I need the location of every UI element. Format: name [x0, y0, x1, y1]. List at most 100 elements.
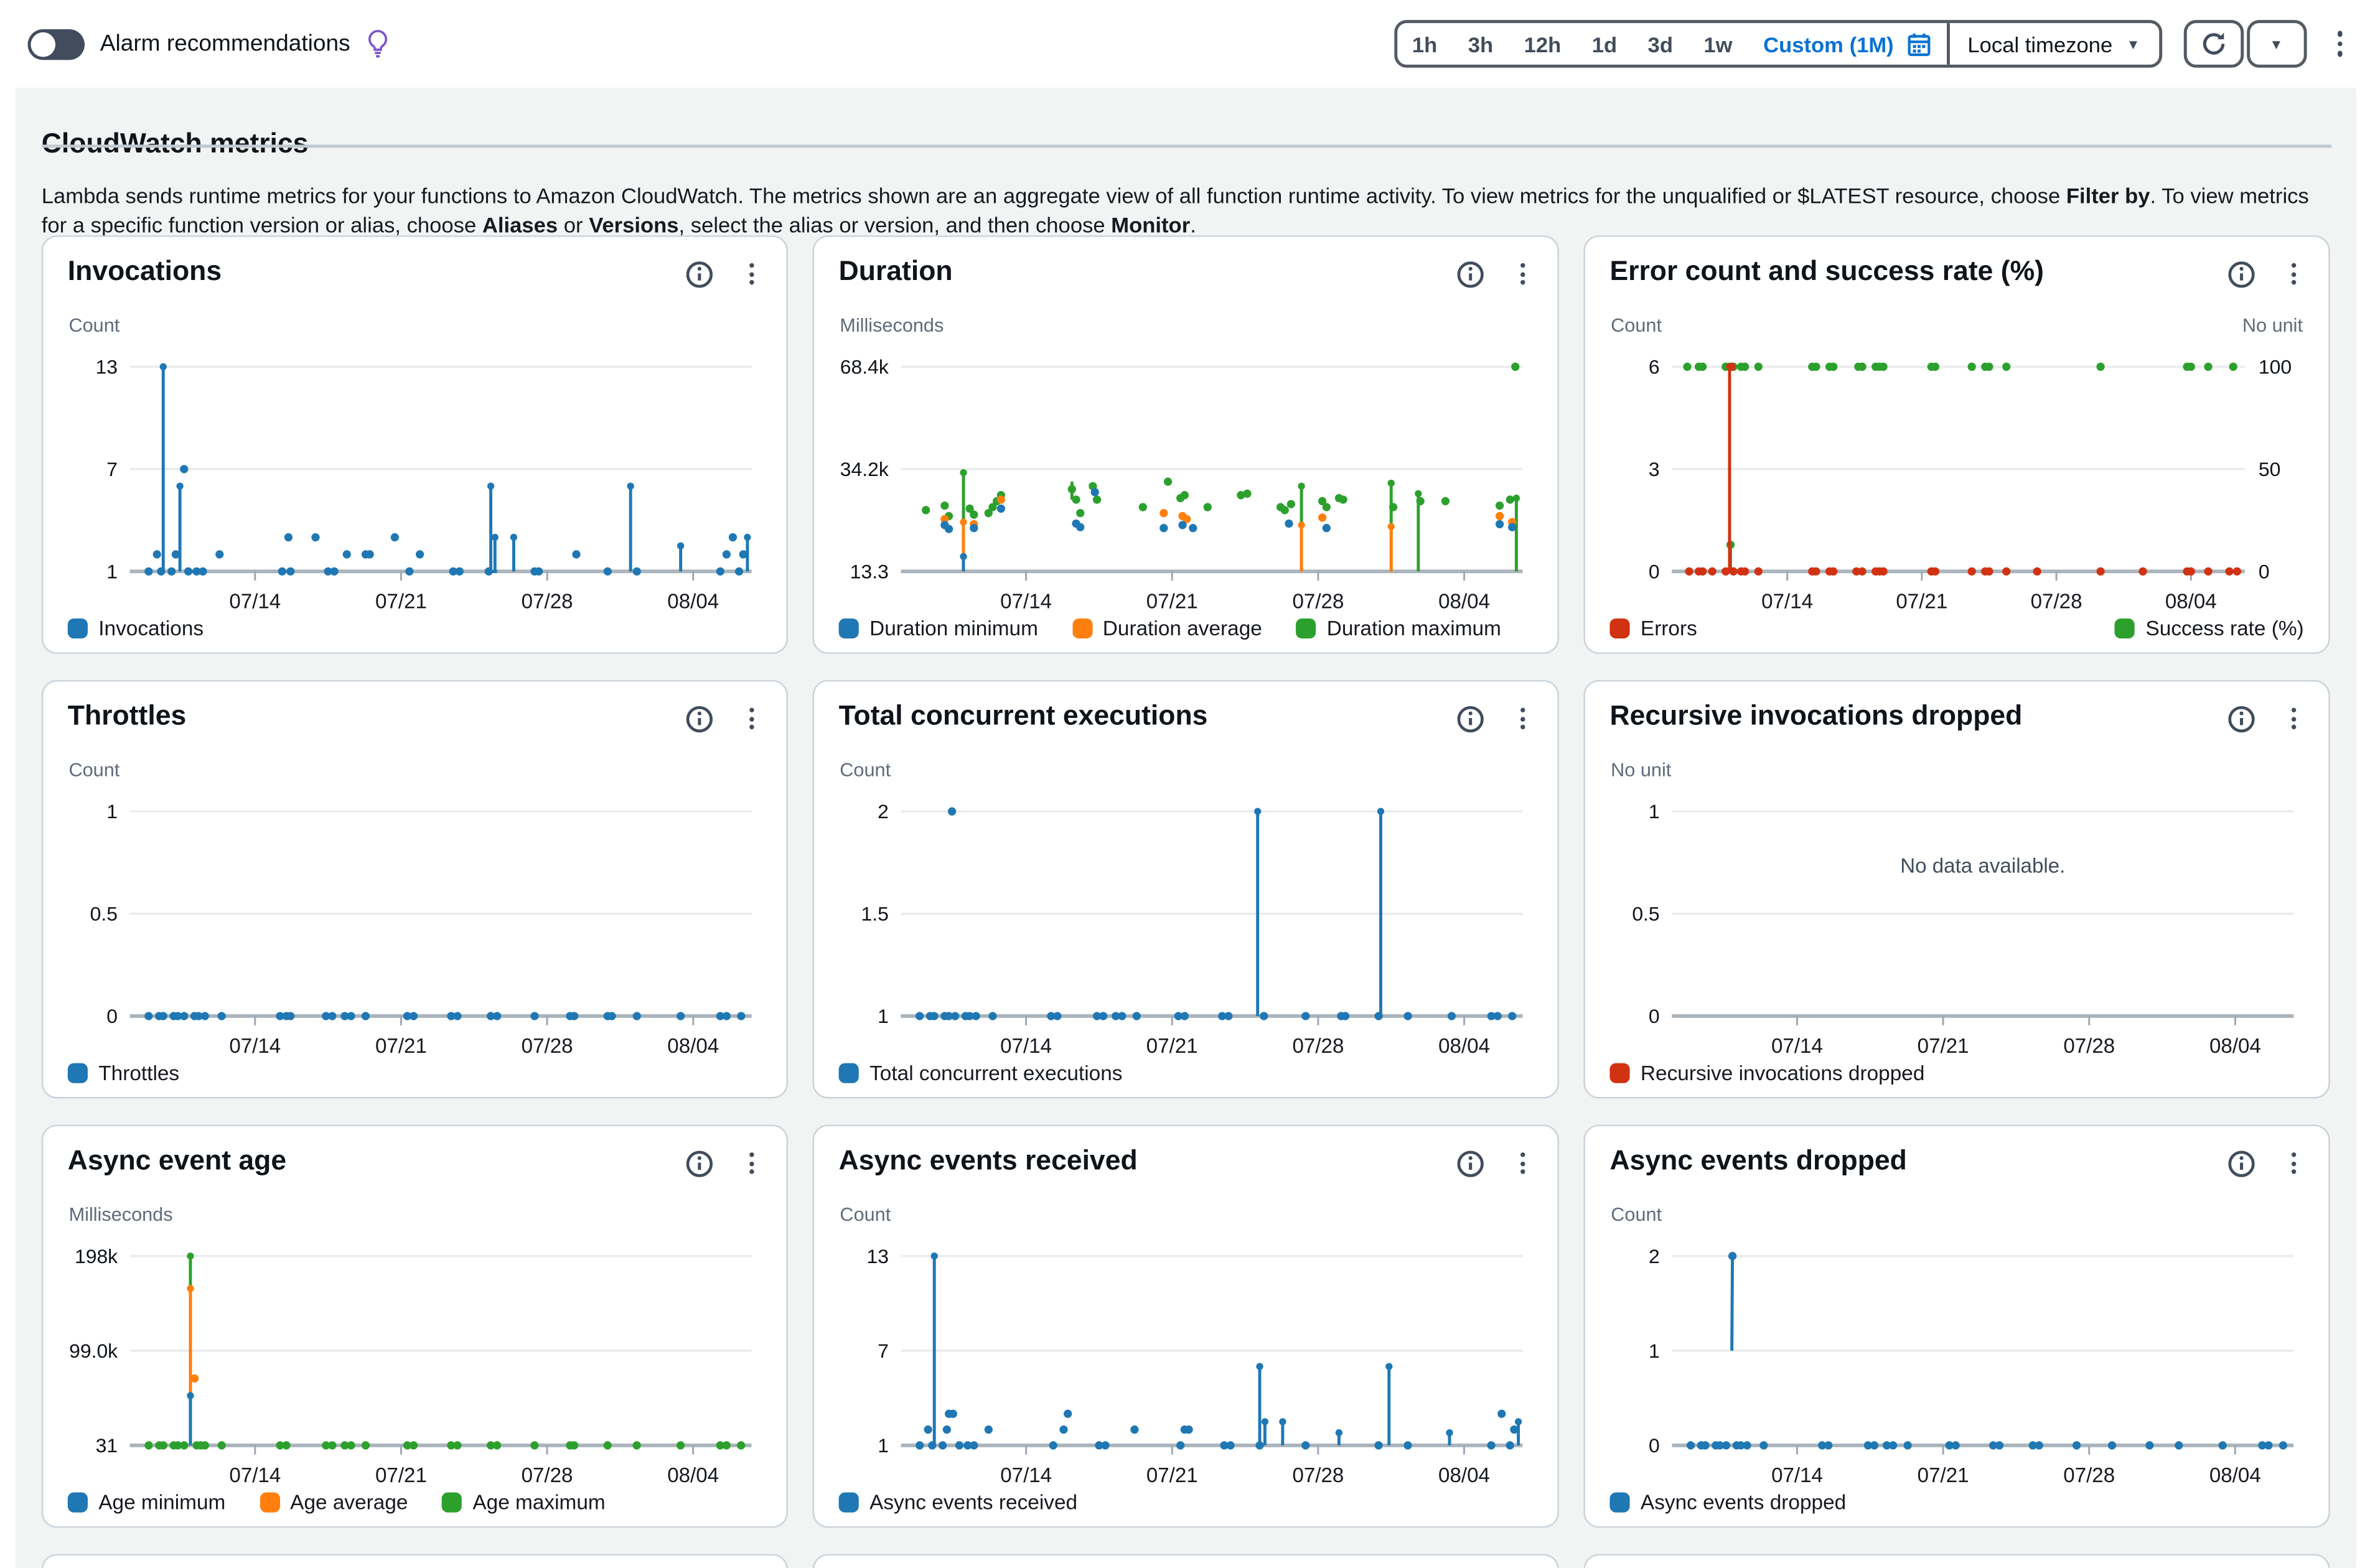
svg-text:0.5: 0.5: [1632, 903, 1659, 925]
legend-item[interactable]: Age minimum: [68, 1491, 226, 1514]
legend-item[interactable]: Invocations: [68, 617, 204, 640]
kebab-icon: [749, 707, 753, 729]
svg-text:0: 0: [1649, 561, 1660, 583]
section-divider: [42, 144, 2331, 147]
card-top-sliver: [42, 1554, 788, 1568]
range-button-1h[interactable]: 1h: [1397, 23, 1453, 65]
chart-legend: Throttles: [68, 1062, 762, 1085]
legend-item[interactable]: Async events dropped: [1609, 1491, 1846, 1514]
chart-legend: Age minimum Age average Age maximum: [68, 1491, 762, 1514]
card-top-sliver: [1583, 1554, 2330, 1568]
duration-chart: Milliseconds68.4k34.2k13.307/1407/2107/2…: [814, 237, 1557, 653]
svg-text:07/14: 07/14: [229, 1464, 281, 1487]
chart-info-button[interactable]: [2218, 697, 2264, 740]
description-bold-term: Aliases: [482, 212, 558, 237]
cloudwatch-metrics-panel: CloudWatch metrics Lambda sends runtime …: [16, 88, 2356, 1568]
chart-info-button[interactable]: [1446, 697, 1492, 740]
alarm-recommendations-label: Alarm recommendations: [100, 30, 350, 57]
alarm-recommendations-toggle[interactable]: [28, 29, 85, 59]
legend-label: Duration maximum: [1327, 617, 1501, 640]
chart-title: Duration: [839, 253, 953, 289]
duration-card: DurationMilliseconds68.4k34.2k13.307/140…: [813, 235, 1559, 654]
svg-text:6: 6: [1649, 356, 1660, 378]
chart-info-button[interactable]: [676, 1142, 722, 1185]
info-icon: [1455, 259, 1484, 289]
range-button-3h[interactable]: 3h: [1453, 23, 1509, 65]
svg-text:34.2k: 34.2k: [840, 458, 889, 480]
legend-item[interactable]: Recursive invocations dropped: [1609, 1062, 1924, 1085]
svg-text:07/21: 07/21: [1918, 1035, 1969, 1058]
svg-text:2: 2: [878, 800, 889, 823]
legend-item[interactable]: Async events received: [839, 1491, 1077, 1514]
card-top-sliver: [813, 1554, 1559, 1568]
legend-item[interactable]: Throttles: [68, 1062, 179, 1085]
legend-label: Async events received: [869, 1491, 1077, 1514]
chart-info-button[interactable]: [676, 253, 722, 296]
description-bold-term: Filter by: [2066, 183, 2150, 208]
toolbar-menu-button[interactable]: [2328, 29, 2351, 60]
chart-legend: Recursive invocations dropped: [1609, 1062, 2303, 1085]
legend-item[interactable]: Duration maximum: [1296, 617, 1501, 640]
refresh-options-button[interactable]: ▼: [2246, 20, 2306, 68]
chart-menu-button[interactable]: [1499, 1142, 1545, 1185]
chart-menu-button[interactable]: [728, 253, 774, 296]
svg-text:0.5: 0.5: [90, 903, 118, 925]
chart-info-button[interactable]: [2218, 253, 2264, 296]
legend-item[interactable]: Duration average: [1072, 617, 1262, 640]
invocations-chart: Count137107/1407/2107/2808/04: [43, 237, 786, 653]
legend-color-chip: [1296, 618, 1316, 638]
legend-color-chip: [1609, 1063, 1629, 1083]
svg-text:1: 1: [878, 1434, 889, 1457]
svg-text:07/21: 07/21: [1896, 590, 1947, 613]
legend-color-chip: [442, 1493, 462, 1513]
legend-item[interactable]: Success rate (%): [2115, 617, 2304, 640]
async-events-received-card: Async events receivedCount137107/1407/21…: [813, 1125, 1559, 1528]
chart-info-button[interactable]: [676, 697, 722, 740]
kebab-icon: [749, 1152, 753, 1174]
legend-item[interactable]: Age maximum: [442, 1491, 606, 1514]
chart-menu-button[interactable]: [2270, 1142, 2316, 1185]
legend-item[interactable]: Errors: [1609, 617, 1697, 640]
svg-text:3: 3: [1649, 458, 1660, 480]
svg-text:07/14: 07/14: [1771, 1464, 1823, 1487]
legend-label: Async events dropped: [1641, 1491, 1846, 1514]
range-button-12h[interactable]: 12h: [1509, 23, 1576, 65]
info-icon: [1455, 1149, 1484, 1178]
svg-text:13: 13: [866, 1245, 888, 1267]
svg-text:No unit: No unit: [2242, 314, 2303, 336]
range-button-1d[interactable]: 1d: [1576, 23, 1632, 65]
svg-text:07/21: 07/21: [375, 1035, 427, 1058]
svg-text:07/14: 07/14: [1000, 590, 1052, 613]
chart-menu-button[interactable]: [1499, 253, 1545, 296]
calendar-icon[interactable]: [1906, 32, 1931, 57]
chart-info-button[interactable]: [1446, 253, 1492, 296]
chart-title: Recursive invocations dropped: [1609, 697, 2022, 734]
chart-legend: Async events received: [839, 1491, 1533, 1514]
refresh-button[interactable]: [2183, 20, 2243, 68]
timezone-select[interactable]: Local timezone ▼: [1949, 23, 2159, 65]
svg-text:31: 31: [96, 1434, 118, 1457]
recursive-dropped-card: Recursive invocations droppedNo unit10.5…: [1583, 680, 2330, 1099]
svg-text:07/28: 07/28: [2063, 1464, 2115, 1487]
range-button-3d[interactable]: 3d: [1632, 23, 1689, 65]
chart-menu-button[interactable]: [2270, 253, 2316, 296]
svg-text:07/28: 07/28: [522, 1035, 573, 1058]
legend-item[interactable]: Duration minimum: [839, 617, 1038, 640]
refresh-split-button: ▼: [2183, 20, 2307, 68]
legend-item[interactable]: Total concurrent executions: [839, 1062, 1123, 1085]
chart-info-button[interactable]: [2218, 1142, 2264, 1185]
info-icon: [2226, 704, 2255, 733]
legend-label: Age minimum: [98, 1491, 225, 1514]
chart-menu-button[interactable]: [728, 697, 774, 740]
chart-menu-button[interactable]: [728, 1142, 774, 1185]
description-text: Lambda sends runtime metrics for your fu…: [42, 183, 2066, 208]
chart-menu-button[interactable]: [1499, 697, 1545, 740]
svg-text:198k: 198k: [75, 1245, 118, 1267]
range-button-1w[interactable]: 1w: [1689, 23, 1748, 65]
custom-range-button[interactable]: Custom (1M): [1748, 23, 1903, 65]
chart-info-button[interactable]: [1446, 1142, 1492, 1185]
legend-item[interactable]: Age average: [260, 1491, 408, 1514]
chart-menu-button[interactable]: [2270, 697, 2316, 740]
legend-label: Invocations: [98, 617, 204, 640]
svg-text:07/21: 07/21: [1146, 590, 1198, 613]
